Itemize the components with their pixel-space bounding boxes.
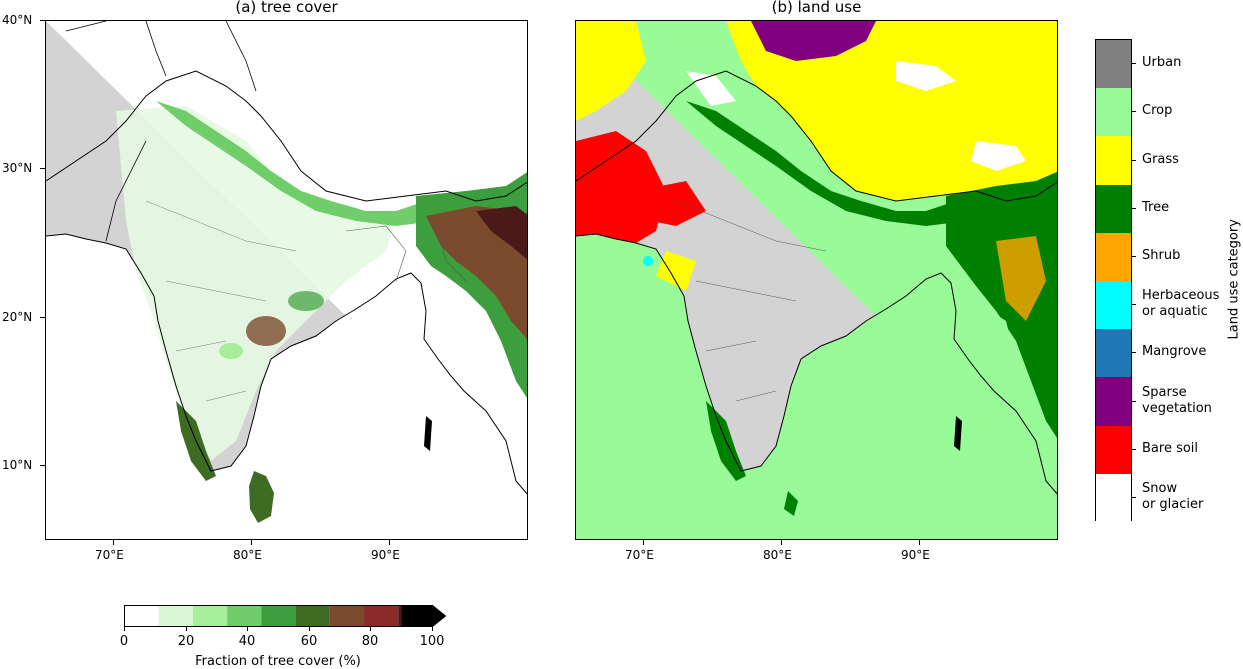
tree-cover-outline [124, 605, 446, 627]
tree-cover-tick-label: 20 [177, 634, 195, 649]
land-use-swatch [1096, 281, 1131, 330]
land-use-swatch [1096, 88, 1131, 137]
land-use-colorbar [1095, 39, 1132, 522]
tree-cover-tickmark [370, 627, 371, 631]
land-use-label-line: Snow [1142, 481, 1178, 496]
tree-cover-tick-label: 100 [419, 634, 445, 649]
land-use-swatch [1096, 40, 1131, 89]
panel-a-title: (a) tree cover [235, 0, 338, 16]
y-tick-10n: 10°N [2, 458, 33, 472]
land-mass [46, 21, 527, 539]
tree-cover-swatch [158, 605, 193, 627]
tree-cover-swatch [192, 605, 228, 627]
land-use-category-label: Sparse vegetation [1142, 385, 1212, 417]
land-use-swatch [1096, 184, 1131, 233]
land-use-category-label: Herbaceous or aquatic [1142, 288, 1219, 320]
a-x-tick-90e: 90°E [371, 548, 400, 562]
land-use-map [575, 20, 1058, 540]
b-x-tick-90e: 90°E [901, 548, 930, 562]
tree-cover-axis-label: Fraction of tree cover (%) [195, 654, 361, 669]
x-tickmark [643, 540, 644, 545]
land-use-category-label: Bare soil [1142, 441, 1199, 456]
a-x-tick-70e: 70°E [95, 548, 124, 562]
land-use-label-line: vegetation [1142, 401, 1212, 416]
land-use-category-label: Urban [1142, 55, 1182, 70]
land-use-swatch [1096, 136, 1131, 185]
tree-cover-map [45, 20, 528, 540]
x-tickmark [113, 540, 114, 545]
tree-cover-tickmark [186, 627, 187, 631]
land-use-label-line: Sparse [1142, 385, 1187, 400]
tree-cover-swatch [124, 605, 159, 627]
land-use-swatch [1096, 377, 1131, 426]
land-use-tickmark [1132, 208, 1136, 209]
tree-cover-tickmark [124, 627, 125, 631]
land-use-tickmark [1132, 401, 1136, 402]
land-use-category-label: Mangrove [1142, 344, 1207, 359]
tree-cover-extend-arrow [401, 605, 446, 627]
land-use-swatch [1096, 232, 1131, 281]
y-tickmark [40, 317, 45, 318]
y-tick-40n: 40°N [2, 13, 33, 27]
y-tickmark [40, 465, 45, 466]
land-use-swatch [1096, 425, 1131, 474]
land-use-category-label: Tree [1142, 200, 1170, 215]
tree-cover-swatch [295, 605, 330, 627]
land-use-swatch [1096, 473, 1131, 522]
y-tick-30n: 30°N [2, 161, 33, 175]
tree-cover-tick-label: 0 [119, 634, 129, 649]
y-tickmark [40, 20, 45, 21]
land-use-tickmark [1132, 63, 1136, 64]
land-use-category-label: Crop [1142, 103, 1173, 118]
tree-cover-swatch [261, 605, 296, 627]
land-use-label-line: or glacier [1142, 497, 1204, 512]
land-use-tickmark [1132, 256, 1136, 257]
tree-cover-swatch [364, 605, 399, 627]
x-tickmark [919, 540, 920, 545]
tree-cover-tick-label: 60 [300, 634, 318, 649]
tree-cover-tickmark [432, 627, 433, 631]
land-use-tickmark [1132, 304, 1136, 305]
tree-cover-tick-label: 80 [361, 634, 379, 649]
tree-cover-swatch [227, 605, 262, 627]
x-tickmark [251, 540, 252, 545]
land-use-axis-label: Land use category [1226, 219, 1242, 340]
land-use-category-label: Shrub [1142, 248, 1181, 263]
land-use-tickmark [1132, 160, 1136, 161]
panel-b-title: (b) land use [771, 0, 862, 16]
x-tickmark [781, 540, 782, 545]
tree-cover-swatch [329, 605, 365, 627]
land-use-category-label: Grass [1142, 152, 1179, 167]
land-use-tickmark [1132, 111, 1136, 112]
a-x-tick-80e: 80°E [233, 548, 262, 562]
land-use-tickmark [1132, 497, 1136, 498]
land-use-label-line: Herbaceous [1142, 288, 1220, 303]
land-use-category-label: Snow or glacier [1142, 481, 1203, 513]
b-x-tick-80e: 80°E [763, 548, 792, 562]
y-tickmark [40, 168, 45, 169]
land-use-label-line: or aquatic [1142, 304, 1208, 319]
tree-cover-tickmark [309, 627, 310, 631]
land-use-swatch [1096, 329, 1131, 378]
land-use-tickmark [1132, 352, 1136, 353]
x-tickmark [389, 540, 390, 545]
tree-cover-colorbar [124, 605, 446, 627]
tree-cover-tickmark [247, 627, 248, 631]
tree-cover-tick-label: 40 [238, 634, 256, 649]
b-x-tick-70e: 70°E [625, 548, 654, 562]
land-use-tickmark [1132, 449, 1136, 450]
y-tick-20n: 20°N [2, 310, 33, 324]
